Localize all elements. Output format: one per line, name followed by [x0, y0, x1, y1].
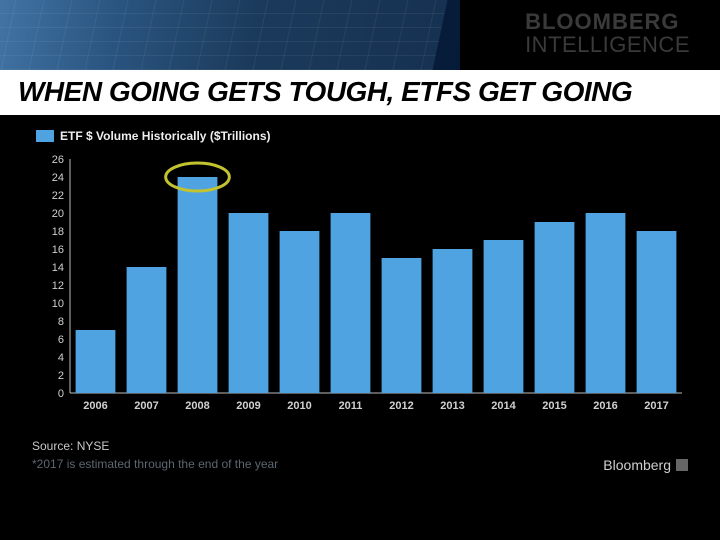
svg-text:6: 6	[58, 334, 64, 346]
brand-logo-top: BLOOMBERG	[525, 10, 690, 33]
svg-text:24: 24	[52, 172, 64, 184]
bar	[586, 213, 626, 393]
chart-svg: 0246810121416182022242620062007200820092…	[30, 151, 690, 421]
bar	[280, 231, 320, 393]
svg-text:2006: 2006	[83, 400, 107, 412]
legend: ETF $ Volume Historically ($Trillions)	[36, 129, 690, 143]
svg-text:22: 22	[52, 190, 64, 202]
svg-text:2017: 2017	[644, 400, 668, 412]
source-note: *2017 is estimated through the end of th…	[32, 455, 278, 473]
bar	[331, 213, 371, 393]
footer-logo-icon	[676, 459, 688, 471]
legend-swatch	[36, 130, 54, 142]
svg-text:10: 10	[52, 298, 64, 310]
svg-text:2016: 2016	[593, 400, 617, 412]
svg-text:20: 20	[52, 208, 64, 220]
bar	[637, 231, 677, 393]
svg-text:26: 26	[52, 154, 64, 166]
slide-title: WHEN GOING GETS TOUGH, ETFS GET GOING	[0, 70, 720, 115]
svg-text:2010: 2010	[287, 400, 311, 412]
svg-text:16: 16	[52, 244, 64, 256]
bar	[382, 258, 422, 393]
svg-text:2013: 2013	[440, 400, 464, 412]
brand-logo: BLOOMBERG INTELLIGENCE	[525, 10, 690, 56]
bar	[229, 213, 269, 393]
svg-text:2008: 2008	[185, 400, 209, 412]
svg-text:2012: 2012	[389, 400, 413, 412]
brand-logo-bottom: INTELLIGENCE	[525, 33, 690, 56]
bar	[178, 177, 218, 393]
legend-text: ETF $ Volume Historically ($Trillions)	[60, 129, 271, 143]
svg-text:8: 8	[58, 316, 64, 328]
bar	[127, 267, 167, 393]
svg-text:2009: 2009	[236, 400, 260, 412]
svg-text:14: 14	[52, 262, 64, 274]
source-left: Source: NYSE *2017 is estimated through …	[32, 437, 278, 473]
source-row: Source: NYSE *2017 is estimated through …	[0, 421, 720, 473]
bar	[484, 240, 524, 393]
bar	[535, 222, 575, 393]
svg-text:2015: 2015	[542, 400, 566, 412]
bar-chart: 0246810121416182022242620062007200820092…	[30, 151, 690, 421]
svg-text:0: 0	[58, 388, 64, 400]
svg-text:2: 2	[58, 370, 64, 382]
bar	[433, 249, 473, 393]
svg-text:18: 18	[52, 226, 64, 238]
bar	[76, 330, 116, 393]
header-background	[0, 0, 460, 70]
svg-text:2014: 2014	[491, 400, 516, 412]
svg-text:2011: 2011	[339, 400, 363, 412]
chart-container: ETF $ Volume Historically ($Trillions) 0…	[0, 115, 720, 421]
svg-text:4: 4	[58, 352, 64, 364]
svg-text:12: 12	[52, 280, 64, 292]
footer-logo: Bloomberg	[603, 457, 688, 473]
footer-logo-text: Bloomberg	[603, 457, 671, 473]
header-strip: BLOOMBERG INTELLIGENCE	[0, 0, 720, 70]
source-label: Source: NYSE	[32, 437, 278, 455]
svg-text:2007: 2007	[134, 400, 158, 412]
